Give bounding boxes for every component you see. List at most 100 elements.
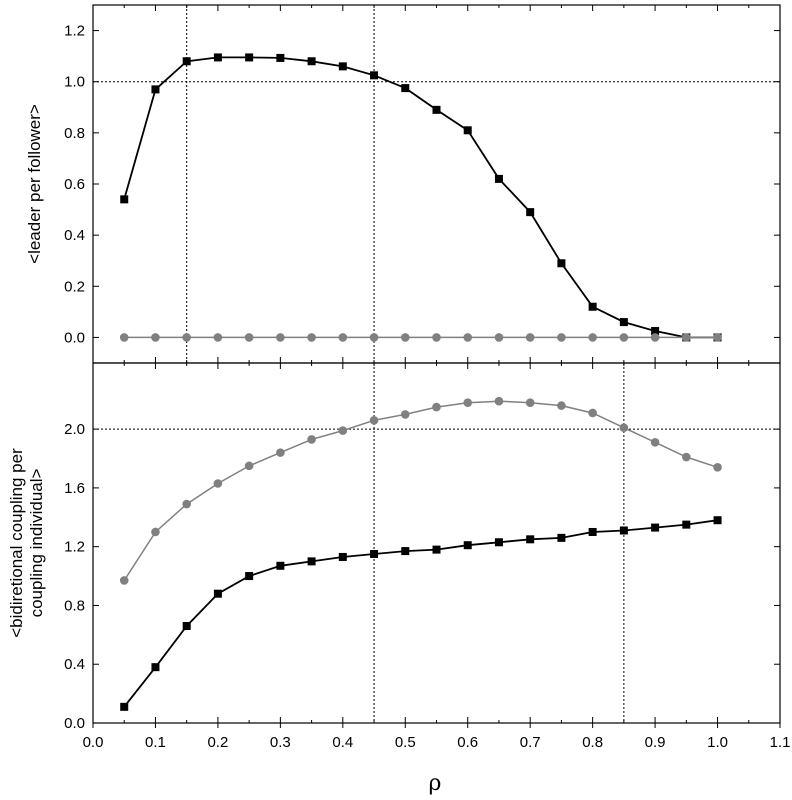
data-point-circle (650, 438, 660, 447)
data-point-circle (432, 333, 441, 342)
data-point-square (401, 84, 410, 93)
data-point-circle (494, 333, 504, 342)
data-point-square (307, 557, 316, 566)
y-tick-label: 0.0 (64, 329, 85, 346)
data-point-square (307, 57, 316, 66)
data-point-square (370, 71, 379, 80)
y-tick-label: 0.4 (64, 227, 85, 244)
y-axis-label: <bidiretional coupling per (7, 448, 26, 638)
data-point-square (120, 195, 129, 204)
data-point-circle (338, 333, 348, 342)
data-point-circle (338, 426, 348, 435)
data-point-circle (369, 333, 379, 342)
y-tick-label: 0.0 (64, 715, 85, 732)
data-point-circle (463, 333, 473, 342)
data-point-circle (213, 333, 223, 342)
data-point-circle (276, 333, 285, 342)
y-tick-label: 0.2 (64, 278, 85, 295)
data-point-square (182, 57, 191, 66)
y-tick-label: 0.8 (64, 125, 85, 142)
series-line (123, 519, 718, 708)
data-point-square (151, 663, 160, 672)
x-tick-label: 0.5 (395, 734, 416, 751)
data-point-circle (557, 333, 566, 342)
x-tick-label: 1.1 (770, 734, 791, 751)
data-point-circle (119, 333, 129, 342)
data-point-circle (400, 410, 410, 419)
data-point-square (276, 53, 285, 62)
data-point-circle (307, 333, 316, 342)
data-point-circle (244, 333, 254, 342)
plot-frame (92, 362, 781, 724)
data-point-square (276, 561, 285, 570)
top-panel: 0.0 0.2 0.4 0.6 0.8 1.0 1.2 <leader per followe… (25, 4, 781, 364)
data-point-square (432, 105, 441, 114)
data-point-square (619, 318, 628, 327)
data-point-circle (650, 333, 660, 342)
y-axis-label: <leader per follower> (25, 104, 44, 264)
data-point-square (182, 622, 191, 631)
x-tick-label: 0.0 (83, 734, 104, 751)
x-tick-label: 0.9 (645, 734, 666, 751)
data-point-circle (494, 396, 504, 406)
data-point-circle (151, 333, 160, 342)
data-point-square (338, 62, 347, 71)
data-point-circle (463, 398, 473, 407)
data-point-square (557, 533, 566, 542)
data-point-circle (557, 401, 566, 410)
data-point-circle (588, 408, 597, 418)
data-point-square (120, 702, 129, 711)
y-tick-label: 1.0 (64, 74, 85, 91)
data-point-circle (307, 435, 316, 444)
data-point-circle (213, 479, 223, 488)
data-point-circle (713, 333, 722, 342)
data-point-circle (276, 448, 285, 457)
data-point-square (213, 53, 222, 62)
data-point-square (526, 535, 535, 544)
y-tick-label: 0.6 (64, 176, 85, 193)
data-point-circle (682, 333, 691, 342)
data-point-square (494, 174, 503, 183)
data-point-square (245, 53, 254, 62)
data-point-square (463, 541, 472, 550)
data-point-circle (525, 398, 535, 407)
series-line (123, 56, 718, 339)
x-tick-label: 0.4 (332, 734, 353, 751)
data-point-circle (619, 333, 629, 342)
data-point-circle (588, 333, 597, 342)
data-point-square (713, 516, 722, 525)
x-tick-label: 1.0 (707, 734, 728, 751)
x-tick-label: 0.7 (520, 734, 541, 751)
data-point-circle (119, 576, 129, 585)
data-point-square (432, 545, 441, 554)
data-point-circle (182, 333, 191, 342)
data-point-square (651, 523, 660, 532)
data-point-circle (369, 416, 379, 425)
data-point-circle (400, 333, 410, 342)
x-tick-label: 0.1 (145, 734, 166, 751)
y-tick-label: 1.2 (64, 23, 85, 40)
data-point-circle (151, 527, 160, 537)
data-point-square (682, 520, 691, 529)
plot-frame (92, 4, 781, 364)
data-point-square (401, 547, 410, 556)
y-tick-label: 1.6 (64, 480, 85, 497)
x-axis-label: ρ (429, 771, 442, 796)
data-point-square (494, 538, 503, 547)
data-point-square (651, 327, 660, 336)
x-tick-label: 0.2 (207, 734, 228, 751)
data-point-square (213, 589, 222, 598)
data-point-circle (244, 461, 254, 471)
data-point-circle (682, 452, 691, 462)
data-point-square (588, 527, 597, 536)
y-tick-label: 0.4 (64, 656, 85, 673)
data-point-square (619, 526, 628, 535)
y-tick-label: 0.8 (64, 597, 85, 614)
data-point-square (338, 552, 347, 561)
data-point-square (245, 572, 254, 581)
data-point-circle (525, 333, 535, 342)
data-point-circle (182, 499, 191, 509)
x-tick-label: 0.3 (270, 734, 291, 751)
y-tick-label: 1.2 (64, 539, 85, 556)
